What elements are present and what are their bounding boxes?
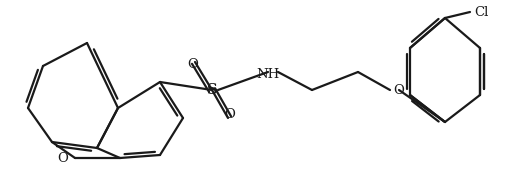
Text: O: O (393, 84, 404, 97)
Text: O: O (58, 152, 68, 164)
Text: Cl: Cl (474, 6, 488, 18)
Text: NH: NH (256, 68, 280, 81)
Text: O: O (225, 109, 235, 121)
Text: O: O (188, 58, 198, 72)
Text: S: S (207, 83, 217, 97)
